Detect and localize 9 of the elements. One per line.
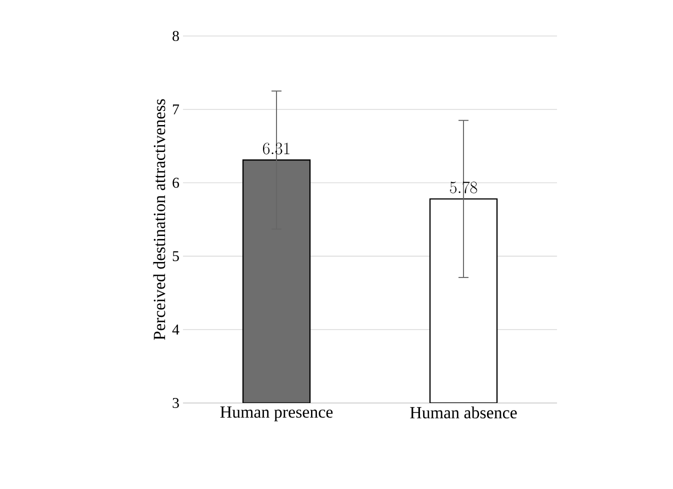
x-tick-label: Human presence (220, 406, 333, 422)
y-tick-label: 3 (172, 398, 179, 408)
y-tick-label: 5 (172, 251, 179, 262)
y-tick-label: 8 (172, 30, 179, 42)
y-tick-label: 6 (172, 178, 180, 188)
x-tick-label: Human absence (410, 406, 517, 418)
y-tick-label: 4 (172, 324, 180, 335)
y-tick-label: 7 (173, 104, 180, 114)
y-axis-title: Perceived destination attractiveness (153, 99, 166, 340)
